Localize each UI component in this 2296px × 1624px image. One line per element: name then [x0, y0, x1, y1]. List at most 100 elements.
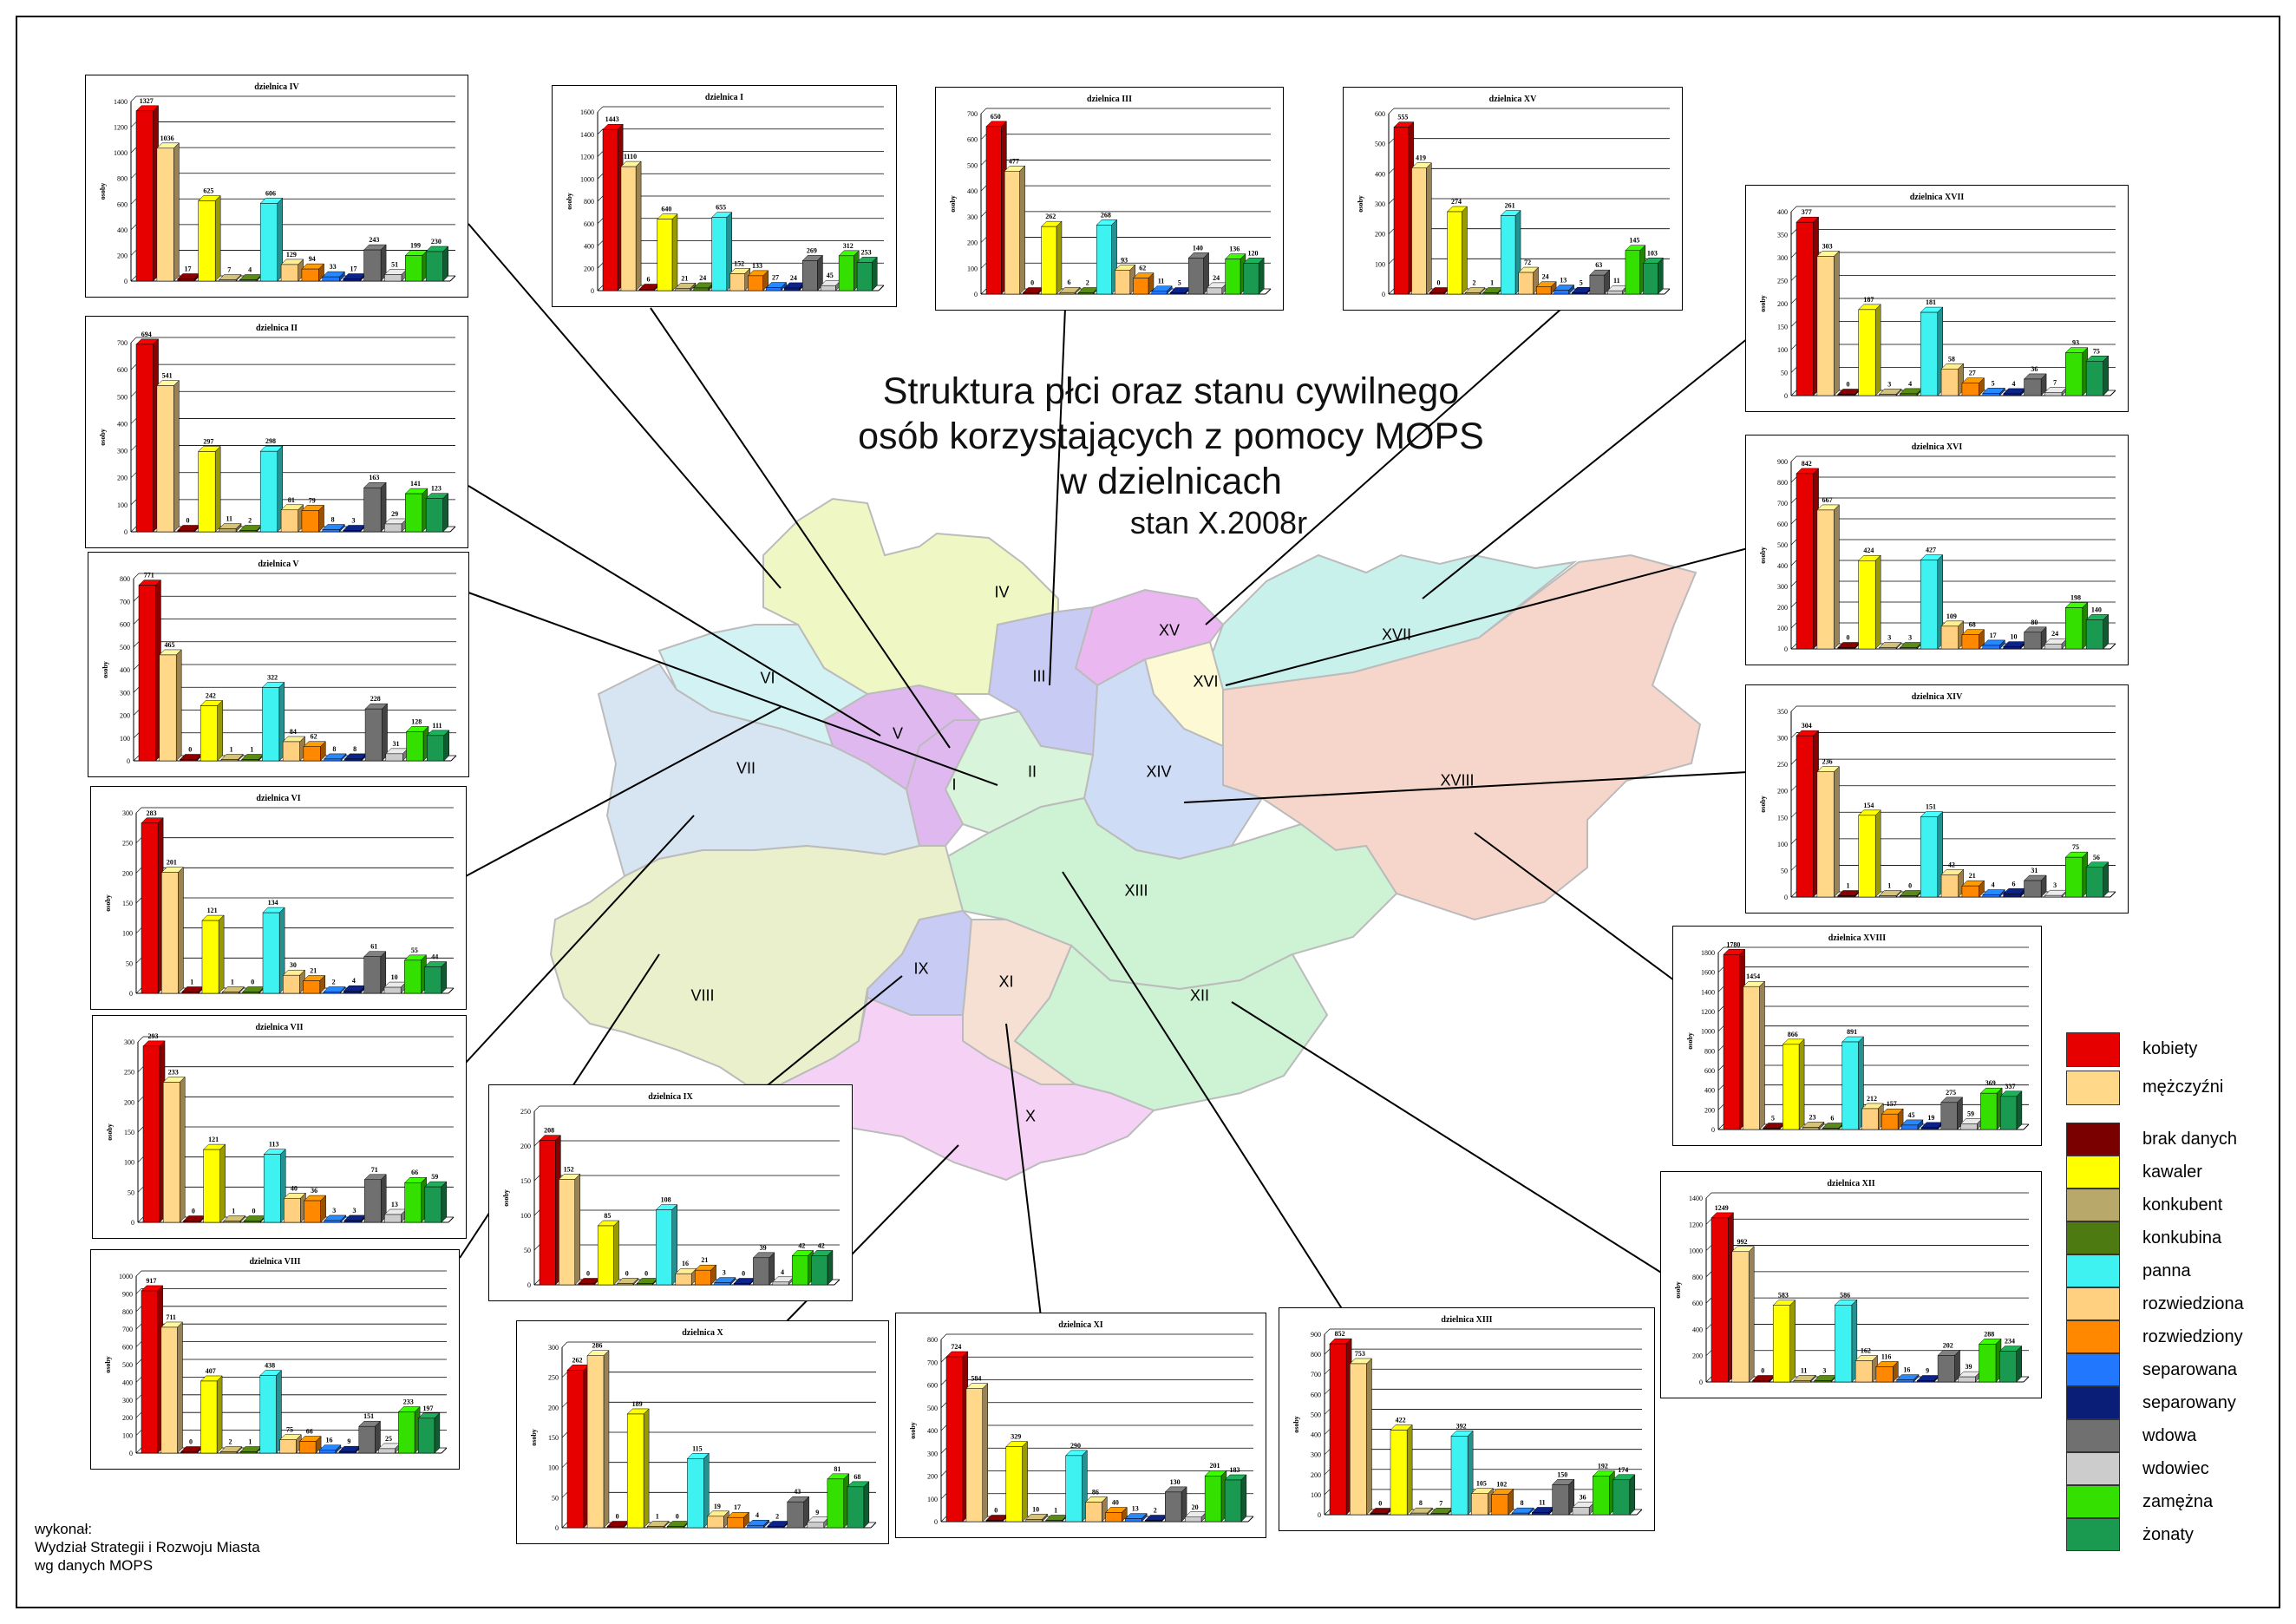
y-tick-label: 250	[124, 1069, 134, 1077]
bar-value-label: 5	[1178, 279, 1181, 287]
gridline-diag	[1388, 228, 1395, 234]
bar-front	[404, 1182, 422, 1223]
bar-wdowa	[1589, 269, 1611, 295]
bar-separowany	[2003, 640, 2026, 650]
bar-value-label: 1	[232, 1208, 235, 1215]
bar-value-label: 753	[1355, 1350, 1365, 1358]
bar-value-label: 377	[1802, 208, 1812, 216]
y-tick-label: 500	[120, 644, 130, 652]
bar-front	[1793, 1380, 1811, 1383]
bar-value-label: 11	[1158, 278, 1165, 285]
bar-brak_danych	[181, 986, 205, 994]
chart-svg: dzielnica V 0 100 200 300 400 500 600 700 800 osob…	[101, 560, 457, 765]
gridline-diag	[1790, 476, 1797, 483]
bar-zamezna	[404, 249, 428, 282]
bar-front	[1835, 1305, 1853, 1383]
bar-front	[239, 279, 258, 282]
bar-front	[384, 1214, 402, 1223]
bar-front	[323, 992, 341, 994]
bar-front	[578, 1283, 595, 1286]
bar-front	[675, 288, 691, 291]
bar-value-label: 1249	[1715, 1204, 1729, 1212]
bar-value-label: 42	[818, 1241, 825, 1249]
chart-title: dzielnica XIII	[1441, 1315, 1492, 1325]
chart-svg: dzielnica IV 0 200 400 600 800 1000 1200 1400 oso…	[99, 82, 456, 285]
bar-value-label: 9	[1926, 1367, 1929, 1375]
bar-mezczyzni	[620, 160, 642, 291]
bar-wdowa	[363, 1174, 387, 1223]
legend-label: rozwiedziona	[2142, 1294, 2244, 1313]
y-axis-label: osoby	[1759, 295, 1767, 312]
bar-value-label: 21	[681, 274, 688, 282]
bar-wdowa	[363, 951, 387, 994]
bar-front	[135, 110, 154, 282]
legend-item: panna	[2064, 1251, 2255, 1287]
bar-value-label: 66	[411, 1169, 418, 1176]
y-tick-label: 50	[1781, 370, 1788, 377]
bar-zonaty	[424, 960, 448, 994]
bar-front	[384, 274, 402, 282]
bar-value-label: 606	[265, 189, 276, 197]
bar-zonaty	[426, 730, 450, 762]
bar-front	[2003, 393, 2021, 396]
legend-label: wdowiec	[2142, 1459, 2209, 1478]
y-tick-label: 700	[117, 339, 128, 347]
bar-value-label: 1110	[624, 153, 637, 160]
bar-wdowa	[1164, 1486, 1187, 1522]
bar-value-label: 68	[1969, 621, 1976, 629]
bar-panna	[1064, 1450, 1089, 1522]
bar-value-label: 1	[1887, 882, 1891, 890]
gridline-diag	[135, 868, 142, 874]
gridline-diag	[1790, 865, 1797, 871]
y-tick-label: 600	[1704, 1067, 1715, 1075]
bar-front	[282, 741, 300, 762]
bar-value-label: 212	[1867, 1095, 1877, 1103]
gridline-diag	[940, 1516, 947, 1522]
bar-front	[1854, 1360, 1873, 1383]
bar-value-label: 2	[248, 517, 252, 525]
gridline-diag	[135, 837, 142, 843]
gridline-diag	[135, 1430, 142, 1436]
title-line-3: w dzielnicach	[1060, 461, 1282, 502]
bar-value-label: 51	[391, 260, 398, 268]
bar-value-label: 0	[625, 1270, 629, 1278]
bar-zonaty	[2085, 613, 2110, 650]
bar-value-label: 134	[268, 899, 278, 907]
bar-front	[303, 980, 321, 994]
bar-separowana	[324, 1215, 347, 1223]
bar-rozwiedziona	[1518, 266, 1540, 295]
bar-mezczyzni	[159, 649, 182, 762]
y-tick-label: 200	[120, 712, 130, 720]
bar-mezczyzni	[965, 1383, 989, 1522]
bar-front	[1961, 634, 1979, 650]
bar-front	[2044, 392, 2063, 396]
bar-value-label: 230	[431, 238, 442, 246]
bar-separowana	[322, 523, 345, 533]
bar-front	[398, 1411, 415, 1454]
bar-side	[1258, 257, 1265, 295]
gridline-diag	[133, 573, 140, 580]
bar-separowana	[713, 1276, 736, 1286]
bar-front	[1982, 894, 2000, 898]
bar-value-label: 0	[586, 1270, 590, 1278]
gridline-diag	[135, 1447, 142, 1454]
chart-svg: dzielnica IX 0 50 100 150 200 250 osoby 208 152 0 8…	[502, 1092, 841, 1289]
bar-value-label: 42	[798, 1241, 805, 1249]
y-tick-label: 300	[927, 1450, 938, 1457]
x-axis-depth	[1636, 1509, 1643, 1516]
bar-separowany	[343, 1215, 367, 1223]
bar-side	[2103, 355, 2109, 396]
bar-front	[239, 530, 258, 533]
gridline-diag	[1717, 1123, 1724, 1130]
bar-value-label: 337	[2005, 1083, 2016, 1090]
bar-value-label: 1443	[605, 115, 619, 123]
bar-front	[201, 920, 219, 994]
gridline-diag	[561, 1492, 568, 1498]
bar-front	[784, 287, 800, 291]
bar-kawaler	[1857, 304, 1881, 396]
bar-kawaler	[597, 1220, 620, 1286]
bar-wdowiec	[820, 279, 841, 291]
legend-item: żonaty	[2064, 1515, 2255, 1551]
bar-front	[1096, 225, 1112, 295]
gridline-diag	[1388, 288, 1395, 295]
